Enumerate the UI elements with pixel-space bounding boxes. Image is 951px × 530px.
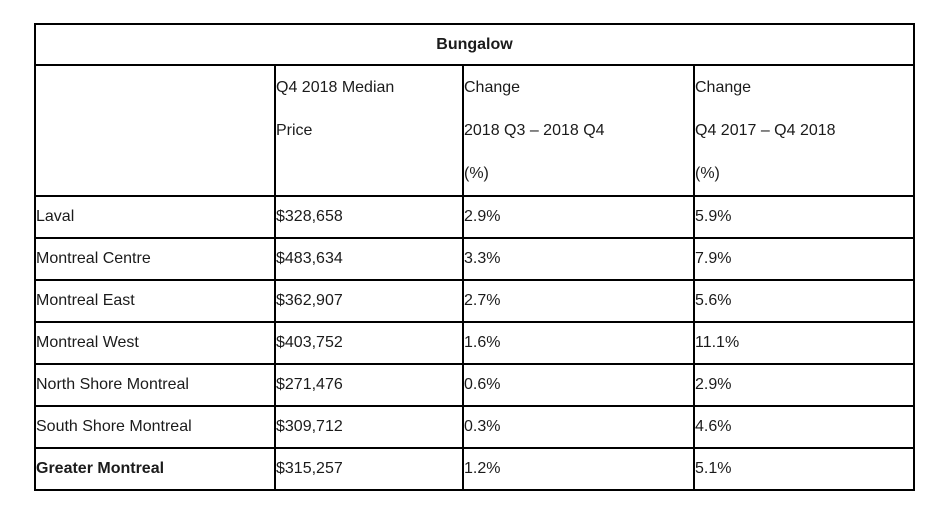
table-row-greater-montreal: Greater Montreal $315,257 1.2% 5.1% (34, 447, 915, 491)
header-line: Q4 2017 – Q4 2018 (695, 122, 836, 139)
header-cell-change-yoy: Change Q4 2017 – Q4 2018 (%) (693, 64, 915, 197)
change-q3-q4-value: 1.2% (462, 447, 695, 491)
change-q3-q4-value: 2.9% (462, 195, 695, 239)
header-cell-change-q3-q4: Change 2018 Q3 – 2018 Q4 (%) (462, 64, 695, 197)
region-label: Montreal West (34, 321, 276, 365)
change-q3-q4-value: 0.3% (462, 405, 695, 449)
header-cell-median-price: Q4 2018 Median Price (274, 64, 464, 197)
region-label: Montreal East (34, 279, 276, 323)
median-price-value: $483,634 (274, 237, 464, 281)
change-q3-q4-value: 0.6% (462, 363, 695, 407)
table-row-montreal-west: Montreal West $403,752 1.6% 11.1% (34, 321, 915, 365)
table-row-montreal-centre: Montreal Centre $483,634 3.3% 7.9% (34, 237, 915, 281)
change-yoy-value: 11.1% (693, 321, 915, 365)
header-line: (%) (464, 165, 489, 182)
header-line: (%) (695, 165, 720, 182)
table-row-south-shore-montreal: South Shore Montreal $309,712 0.3% 4.6% (34, 405, 915, 449)
change-yoy-value: 4.6% (693, 405, 915, 449)
median-price-value: $271,476 (274, 363, 464, 407)
median-price-value: $309,712 (274, 405, 464, 449)
change-yoy-value: 5.1% (693, 447, 915, 491)
change-q3-q4-value: 2.7% (462, 279, 695, 323)
change-yoy-value: 5.6% (693, 279, 915, 323)
median-price-value: $328,658 (274, 195, 464, 239)
median-price-value: $362,907 (274, 279, 464, 323)
change-q3-q4-value: 1.6% (462, 321, 695, 365)
table-row-montreal-east: Montreal East $362,907 2.7% 5.6% (34, 279, 915, 323)
header-line: Price (276, 122, 313, 139)
region-label: Montreal Centre (34, 237, 276, 281)
table-row-north-shore-montreal: North Shore Montreal $271,476 0.6% 2.9% (34, 363, 915, 407)
median-price-value: $403,752 (274, 321, 464, 365)
change-q3-q4-value: 3.3% (462, 237, 695, 281)
median-price-value: $315,257 (274, 447, 464, 491)
header-line: Change (695, 79, 752, 96)
header-line: Q4 2018 Median (276, 79, 395, 96)
title-row: Bungalow (34, 23, 915, 66)
change-yoy-value: 5.9% (693, 195, 915, 239)
change-yoy-value: 7.9% (693, 237, 915, 281)
region-label: South Shore Montreal (34, 405, 276, 449)
region-label: Laval (34, 195, 276, 239)
header-cell-region (34, 64, 276, 197)
region-label: North Shore Montreal (34, 363, 276, 407)
change-yoy-value: 2.9% (693, 363, 915, 407)
table-row-laval: Laval $328,658 2.9% 5.9% (34, 195, 915, 239)
header-row: Q4 2018 Median Price Change 2018 Q3 – 20… (34, 64, 915, 197)
region-label: Greater Montreal (34, 447, 276, 491)
table-title: Bungalow (34, 23, 915, 66)
bungalow-price-table: Bungalow Q4 2018 Median Price Change 201… (34, 23, 915, 491)
header-line: Change (464, 79, 521, 96)
header-line: 2018 Q3 – 2018 Q4 (464, 122, 605, 139)
